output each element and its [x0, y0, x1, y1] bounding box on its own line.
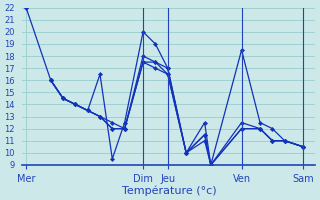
X-axis label: Température (°c): Température (°c) — [122, 185, 216, 196]
